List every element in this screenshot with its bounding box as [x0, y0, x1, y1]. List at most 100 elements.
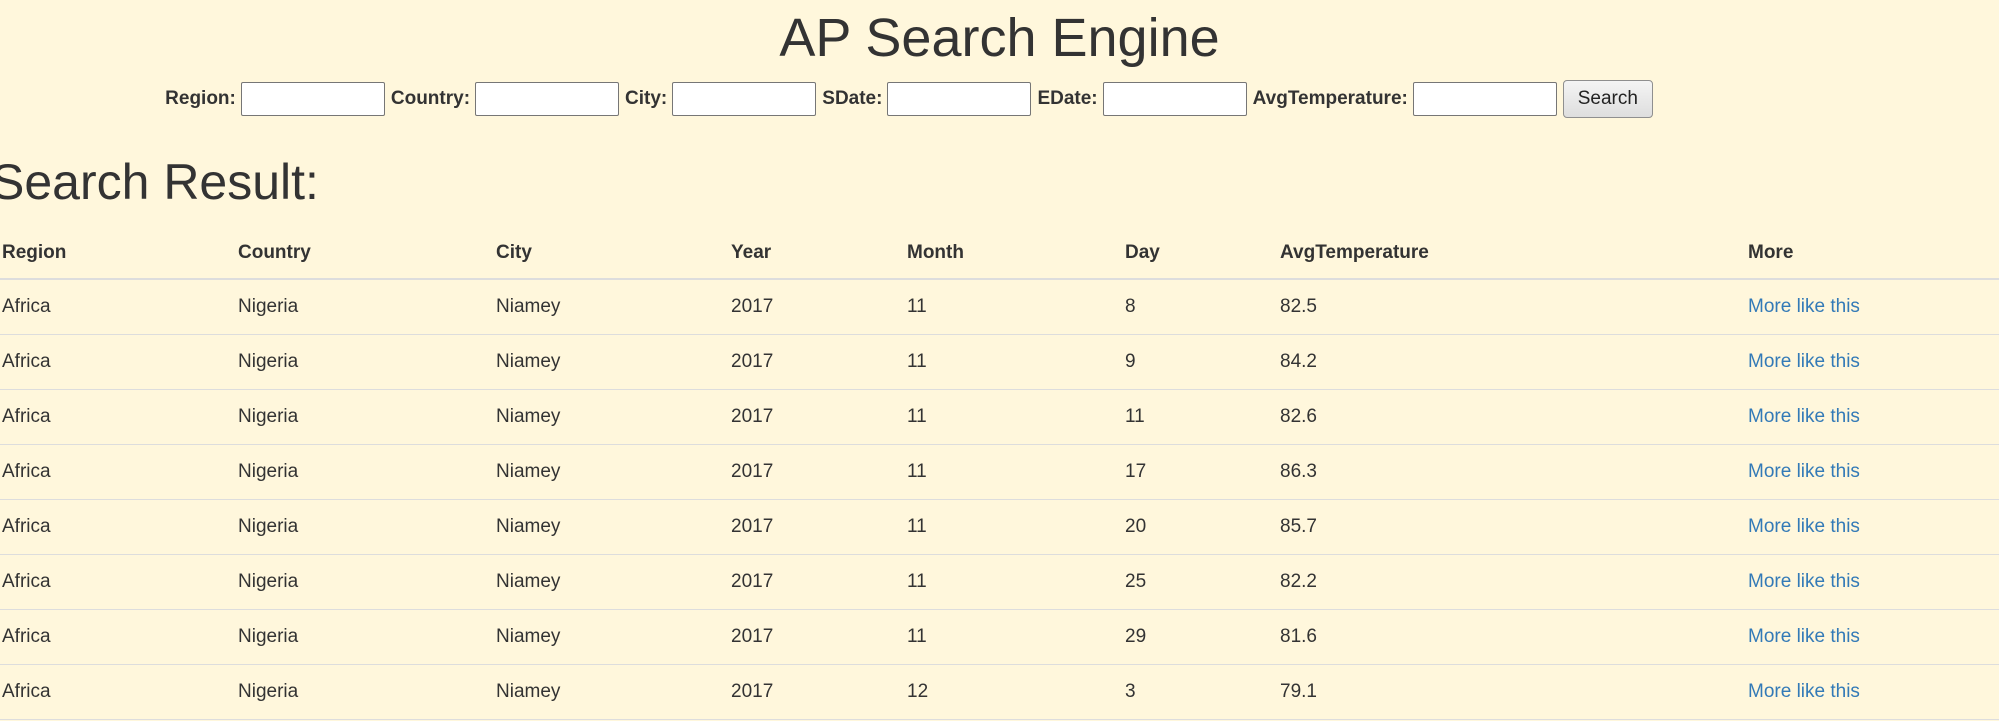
more-like-this-link[interactable]: More like this — [1748, 351, 1860, 372]
day-cell: 25 — [1123, 554, 1278, 610]
column-header-month: Month — [905, 228, 1123, 280]
city-cell: Niamey — [494, 609, 729, 665]
city-cell: Niamey — [494, 334, 729, 390]
avgtemperature-cell: 81.6 — [1278, 609, 1746, 665]
city-label: City: — [625, 88, 668, 109]
avgtemperature-cell: 84.2 — [1278, 334, 1746, 390]
avgtemperature-cell: 85.7 — [1278, 499, 1746, 555]
year-cell: 2017 — [729, 444, 905, 500]
day-cell: 3 — [1123, 664, 1278, 720]
country-cell: Nigeria — [236, 499, 494, 555]
city-cell: Niamey — [494, 279, 729, 335]
year-cell: 2017 — [729, 554, 905, 610]
month-cell: 11 — [905, 499, 1123, 555]
results-body: Africa Nigeria Niamey 2017 11 8 82.5 More like … — [0, 279, 1999, 720]
city-cell: Niamey — [494, 444, 729, 500]
region-cell: Africa — [0, 499, 236, 555]
edate-input[interactable] — [1102, 82, 1247, 116]
avgtemperature-cell: 82.2 — [1278, 554, 1746, 610]
table-header-row: Region Country City Year Month Day AvgTe… — [0, 228, 1999, 280]
day-cell: 29 — [1123, 609, 1278, 665]
more-cell: More like this — [1746, 609, 1999, 665]
more-cell: More like this — [1746, 554, 1999, 610]
more-cell: More like this — [1746, 389, 1999, 445]
month-cell: 11 — [905, 279, 1123, 335]
year-cell: 2017 — [729, 609, 905, 665]
country-cell: Nigeria — [236, 554, 494, 610]
day-cell: 9 — [1123, 334, 1278, 390]
table-row: Africa Nigeria Niamey 2017 11 20 85.7 More like… — [0, 499, 1999, 555]
more-cell: More like this — [1746, 664, 1999, 720]
country-input[interactable] — [475, 82, 620, 116]
results-table: Region Country City Year Month Day AvgTe… — [0, 228, 1999, 720]
day-cell: 17 — [1123, 444, 1278, 500]
table-row: Africa Nigeria Niamey 2017 11 9 84.2 More like … — [0, 334, 1999, 390]
more-like-this-link[interactable]: More like this — [1748, 571, 1860, 592]
country-cell: Nigeria — [236, 389, 494, 445]
region-cell: Africa — [0, 279, 236, 335]
country-cell: Nigeria — [236, 609, 494, 665]
city-cell: Niamey — [494, 554, 729, 610]
avgtemperature-input[interactable] — [1412, 82, 1557, 116]
search-button[interactable]: Search — [1562, 80, 1653, 118]
more-cell: More like this — [1746, 499, 1999, 555]
country-cell: Nigeria — [236, 334, 494, 390]
year-cell: 2017 — [729, 499, 905, 555]
column-header-more: More — [1746, 228, 1999, 280]
avgtemperature-cell: 82.6 — [1278, 389, 1746, 445]
country-cell: Nigeria — [236, 664, 494, 720]
region-cell: Africa — [0, 334, 236, 390]
region-input[interactable] — [240, 82, 385, 116]
more-like-this-link[interactable]: More like this — [1748, 681, 1860, 702]
city-input[interactable] — [672, 82, 817, 116]
region-cell: Africa — [0, 554, 236, 610]
search-result-heading: Search Result: — [0, 154, 319, 210]
page-title: AP Search Engine — [779, 8, 1220, 68]
column-header-year: Year — [729, 228, 905, 280]
day-cell: 11 — [1123, 389, 1278, 445]
table-row: Africa Nigeria Niamey 2017 11 17 86.3 More like… — [0, 444, 1999, 500]
table-row: Africa Nigeria Niamey 2017 11 8 82.5 More like … — [0, 279, 1999, 335]
month-cell: 11 — [905, 389, 1123, 445]
more-cell: More like this — [1746, 279, 1999, 335]
city-cell: Niamey — [494, 389, 729, 445]
column-header-country: Country — [236, 228, 494, 280]
city-cell: Niamey — [494, 664, 729, 720]
table-row: Africa Nigeria Niamey 2017 11 25 82.2 More like… — [0, 554, 1999, 610]
region-cell: Africa — [0, 664, 236, 720]
more-like-this-link[interactable]: More like this — [1748, 461, 1860, 482]
edate-label: EDate: — [1037, 88, 1098, 109]
avgtemperature-label: AvgTemperature: — [1252, 88, 1408, 109]
column-header-avgtemperature: AvgTemperature — [1278, 228, 1746, 280]
column-header-region: Region — [0, 228, 236, 280]
more-like-this-link[interactable]: More like this — [1748, 296, 1860, 317]
more-like-this-link[interactable]: More like this — [1748, 406, 1860, 427]
city-cell: Niamey — [494, 499, 729, 555]
more-like-this-link[interactable]: More like this — [1748, 626, 1860, 647]
month-cell: 11 — [905, 609, 1123, 665]
year-cell: 2017 — [729, 664, 905, 720]
table-row: Africa Nigeria Niamey 2017 12 3 79.1 More like … — [0, 664, 1999, 720]
avgtemperature-cell: 79.1 — [1278, 664, 1746, 720]
month-cell: 12 — [905, 664, 1123, 720]
month-cell: 11 — [905, 444, 1123, 500]
year-cell: 2017 — [729, 389, 905, 445]
sdate-input[interactable] — [887, 82, 1032, 116]
table-row: Africa Nigeria Niamey 2017 11 11 82.6 More like… — [0, 389, 1999, 445]
sdate-label: SDate: — [822, 88, 883, 109]
table-row: Africa Nigeria Niamey 2017 11 29 81.6 More like… — [0, 609, 1999, 665]
month-cell: 11 — [905, 334, 1123, 390]
region-cell: Africa — [0, 444, 236, 500]
more-cell: More like this — [1746, 444, 1999, 500]
country-cell: Nigeria — [236, 444, 494, 500]
more-cell: More like this — [1746, 334, 1999, 390]
region-cell: Africa — [0, 389, 236, 445]
more-like-this-link[interactable]: More like this — [1748, 516, 1860, 537]
year-cell: 2017 — [729, 279, 905, 335]
day-cell: 8 — [1123, 279, 1278, 335]
country-label: Country: — [390, 88, 471, 109]
month-cell: 11 — [905, 554, 1123, 610]
region-cell: Africa — [0, 609, 236, 665]
year-cell: 2017 — [729, 334, 905, 390]
avgtemperature-cell: 82.5 — [1278, 279, 1746, 335]
